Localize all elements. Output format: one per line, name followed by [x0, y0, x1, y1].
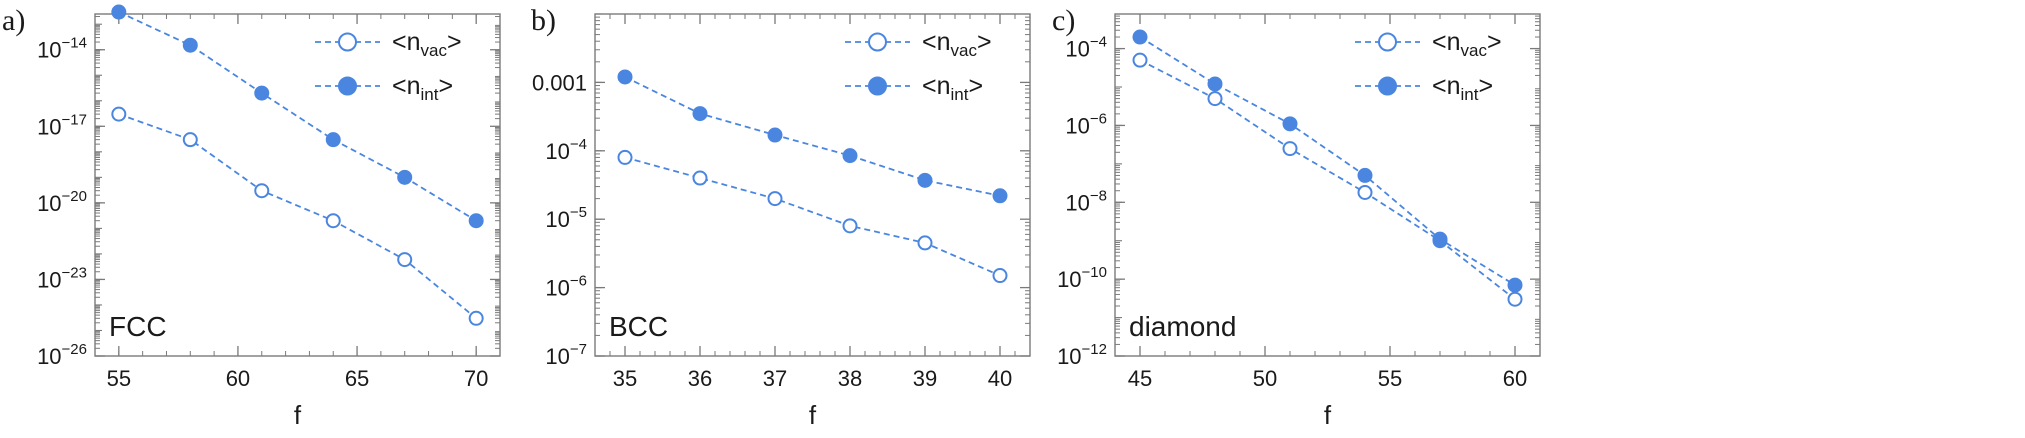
legend-label-int: <nint> — [1432, 72, 1493, 104]
x-tick-label: 39 — [913, 366, 937, 391]
series-line-int — [1139, 36, 1516, 286]
data-point-vac — [1507, 291, 1523, 307]
data-point-vac — [992, 268, 1008, 284]
legend-marker-int — [1378, 76, 1397, 96]
y-tick-label: 10−4 — [1065, 34, 1107, 62]
x-tick-label: 36 — [688, 366, 712, 391]
data-point-int — [917, 172, 933, 188]
y-tick-label: 10−20 — [37, 188, 87, 216]
x-tick-label: 55 — [1378, 366, 1402, 391]
data-point-vac — [254, 183, 270, 199]
data-point-int — [1207, 76, 1223, 92]
plot-frame — [94, 13, 501, 357]
legend-marker-int — [868, 76, 887, 96]
data-point-int — [468, 213, 484, 229]
data-point-int — [1432, 231, 1448, 247]
series-line-vac — [118, 113, 477, 319]
x-tick-label: 37 — [763, 366, 787, 391]
data-point-int — [767, 127, 783, 143]
x-axis-label: f — [294, 400, 302, 430]
data-point-vac — [917, 235, 933, 251]
legend-label-int: <nint> — [392, 72, 453, 104]
data-point-int — [1357, 167, 1373, 183]
data-point-vac — [397, 252, 413, 268]
x-tick-label: 60 — [1503, 366, 1527, 391]
data-point-vac — [1357, 184, 1373, 200]
legend-label-int: <nint> — [922, 72, 983, 104]
legend-label-vac: <nvac> — [1432, 28, 1502, 60]
panel-letter: c) — [1052, 4, 1075, 37]
legend-marker-vac — [1378, 32, 1397, 52]
legend-label-vac: <nvac> — [922, 28, 992, 60]
x-tick-label: 50 — [1253, 366, 1277, 391]
chart-panel-3: c)10−4 10−6 10−8 10−10 10−12 45 50 55 60 f diamond… — [1052, 4, 1541, 430]
x-tick-label: 65 — [345, 366, 369, 391]
panel-letter: b) — [531, 4, 556, 37]
data-point-int — [182, 37, 198, 53]
data-point-vac — [1132, 52, 1148, 68]
y-tick-label: 10−12 — [1057, 341, 1107, 369]
structure-label: diamond — [1129, 311, 1236, 342]
data-point-int — [325, 132, 341, 148]
data-point-vac — [111, 106, 127, 122]
data-point-vac — [1207, 91, 1223, 107]
data-point-int — [397, 169, 413, 185]
data-point-vac — [692, 170, 708, 186]
data-point-vac — [468, 310, 484, 326]
data-point-vac — [1282, 141, 1298, 157]
chart-panel-1: a) 10−14 10−17 10−20 10−23 10−26 55 60 65 70 f FCC <… — [2, 4, 501, 430]
legend-label-vac: <nvac> — [392, 28, 462, 60]
y-tick-label: 10−5 — [545, 204, 587, 232]
data-point-vac — [767, 191, 783, 207]
data-point-int — [992, 188, 1008, 204]
x-tick-label: 55 — [107, 366, 131, 391]
y-tick-label: 10−4 — [545, 136, 587, 164]
x-tick-label: 70 — [464, 366, 488, 391]
data-point-int — [111, 4, 127, 20]
data-point-vac — [325, 213, 341, 229]
y-tick-label: 10−6 — [545, 273, 587, 301]
x-tick-label: 40 — [988, 366, 1012, 391]
data-point-int — [692, 106, 708, 122]
data-point-int — [1132, 29, 1148, 45]
y-tick-label: 10−26 — [37, 341, 87, 369]
y-tick-label: 10−6 — [1065, 110, 1107, 138]
legend-marker-int — [338, 76, 357, 96]
y-tick-label: 10−7 — [545, 341, 587, 369]
data-point-int — [1282, 116, 1298, 132]
legend-marker-vac — [868, 32, 887, 52]
y-tick-label: 10−14 — [37, 35, 87, 63]
series-line-int — [118, 11, 477, 222]
y-tick-label: 10−10 — [1057, 264, 1107, 292]
plot-frame — [1114, 13, 1541, 357]
y-tick-label: 10−8 — [1065, 187, 1107, 215]
x-tick-label: 60 — [226, 366, 250, 391]
series-line-vac — [1139, 59, 1516, 300]
series-line-int — [624, 76, 1001, 197]
data-point-int — [1507, 277, 1523, 293]
structure-label: BCC — [609, 311, 668, 342]
data-point-vac — [842, 218, 858, 234]
structure-label: FCC — [109, 311, 167, 342]
data-point-int — [254, 85, 270, 101]
series-line-vac — [624, 156, 1001, 277]
plot-frame — [594, 13, 1031, 357]
x-tick-label: 45 — [1128, 366, 1152, 391]
y-tick-label: 0.001 — [532, 70, 587, 95]
data-point-int — [617, 69, 633, 85]
panel-letter: a) — [2, 4, 25, 37]
x-axis-label: f — [1324, 400, 1332, 430]
data-point-vac — [182, 132, 198, 148]
chart-panel-2: b) 0.001 10−4 10−5 10−6 10−7 35 36 37 38 39 40 f BCC <… — [531, 4, 1031, 430]
x-axis-label: f — [809, 400, 817, 430]
x-tick-label: 38 — [838, 366, 862, 391]
y-tick-label: 10−17 — [37, 111, 87, 139]
y-tick-label: 10−23 — [37, 264, 87, 292]
x-tick-label: 35 — [613, 366, 637, 391]
data-point-int — [842, 148, 858, 164]
data-point-vac — [617, 149, 633, 165]
legend-marker-vac — [338, 32, 357, 52]
